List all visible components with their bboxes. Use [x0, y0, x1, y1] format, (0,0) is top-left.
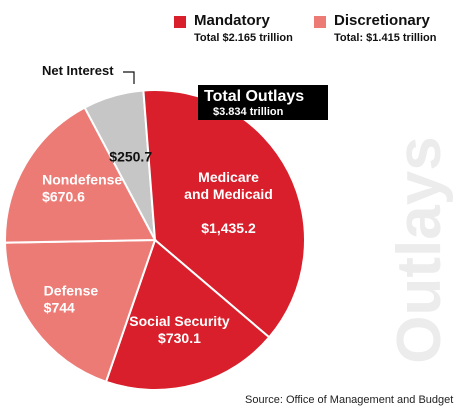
legend-discretionary-total: Total: $1.415 trillion [334, 32, 437, 44]
mandatory-swatch [174, 16, 186, 28]
net-interest-leader-line [123, 71, 135, 84]
slice-label-nondefense-1: $670.6 [42, 189, 85, 205]
legend-mandatory-label: Mandatory [194, 12, 270, 29]
net-interest-label: Net Interest [42, 63, 114, 78]
slice-label-social-security-0: Social Security [129, 313, 230, 329]
total-outlays-box: Total Outlays $3.834 trillion [198, 85, 328, 120]
slice-label-medicare-and-medicaid-0: Medicare [198, 169, 259, 185]
slice-label-social-security-1: $730.1 [158, 330, 201, 346]
slice-label-defense-0: Defense [44, 283, 99, 299]
watermark-outlays: Outlays [385, 136, 454, 363]
slice-nondefense [4, 106, 157, 244]
discretionary-swatch [314, 16, 326, 28]
legend-discretionary-label: Discretionary [334, 12, 430, 29]
slice-label-medicare-and-medicaid-3: $1,435.2 [201, 220, 256, 236]
legend-mandatory-total: Total $2.165 trillion [194, 32, 293, 44]
total-outlays-title: Total Outlays [204, 88, 305, 105]
slice-label-defense-1: $744 [44, 300, 75, 316]
source-note: Source: Office of Management and Budget [245, 394, 454, 406]
slice-medicare-and-medicaid [142, 89, 306, 339]
slice-label-medicare-and-medicaid-1: and Medicaid [184, 186, 273, 202]
slice-label-net-interest-0: $250.7 [109, 148, 152, 164]
slice-defense [4, 238, 157, 384]
slice-label-nondefense-0: Nondefense [42, 172, 122, 188]
total-outlays-value: $3.834 trillion [213, 106, 284, 118]
pie-slices [4, 89, 306, 391]
slice-social-security [104, 238, 271, 391]
